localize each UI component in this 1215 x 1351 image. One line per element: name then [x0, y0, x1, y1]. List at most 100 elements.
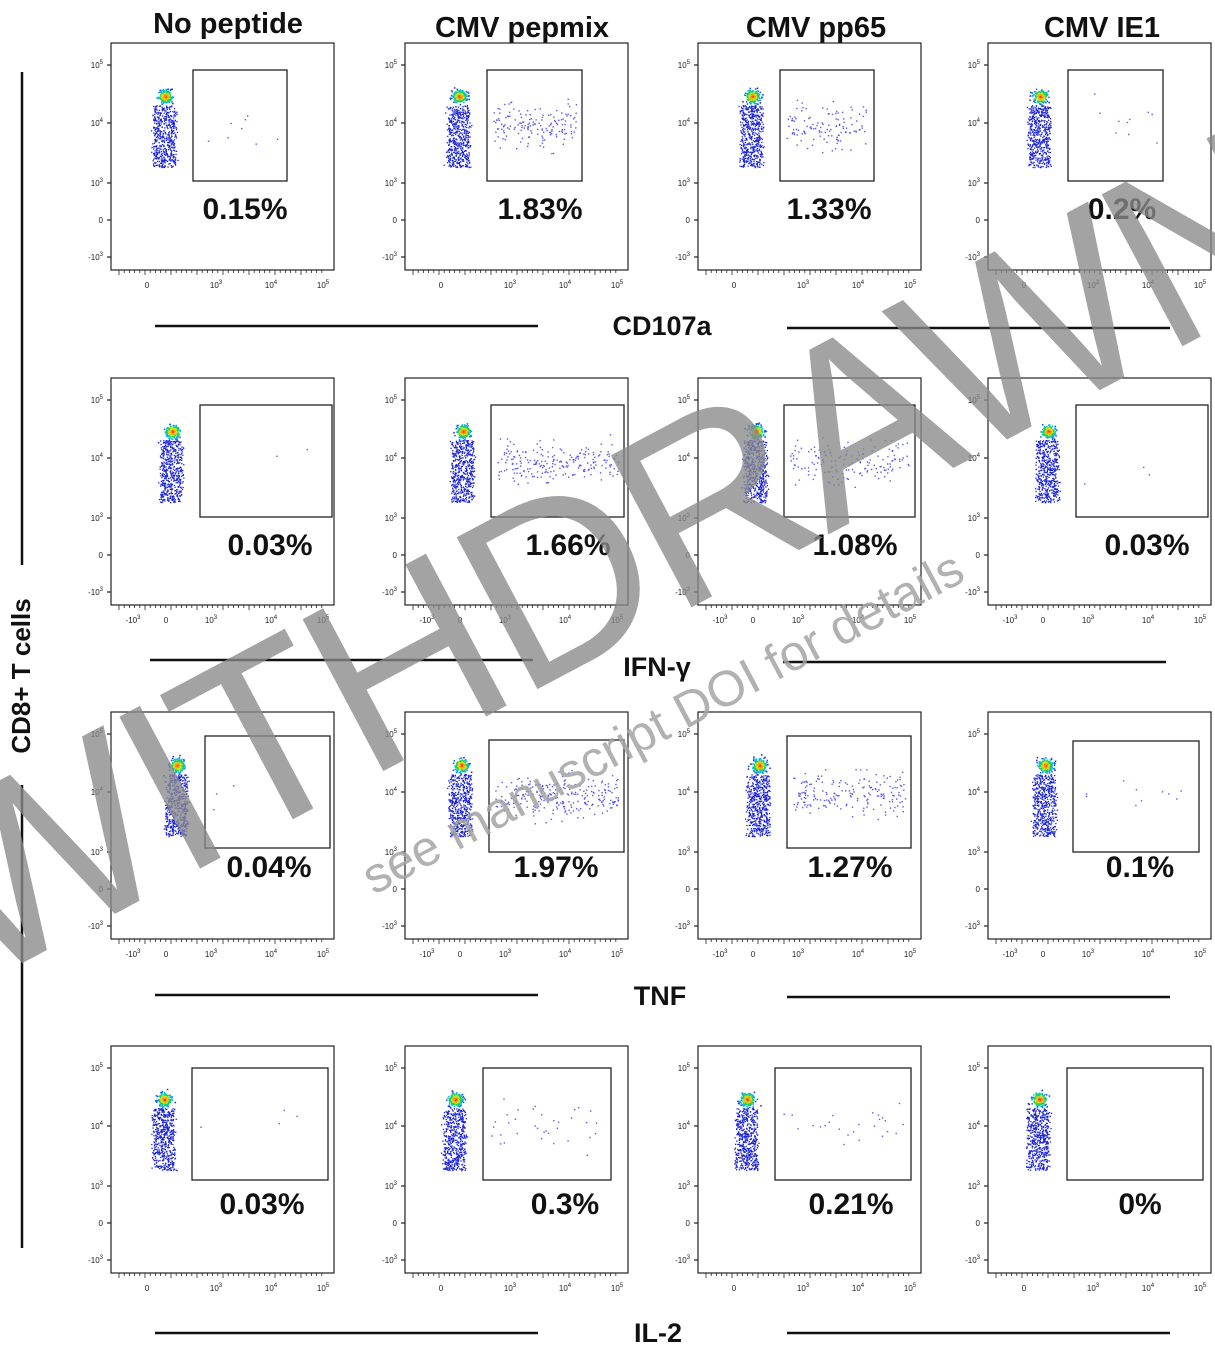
cell-dot: [745, 109, 748, 111]
cell-dot: [175, 112, 177, 114]
cell-dot: [158, 124, 160, 127]
cell-dot: [163, 140, 166, 142]
cell-dot: [175, 135, 177, 138]
cell-dot: [1038, 119, 1040, 122]
cell-dot: [452, 159, 454, 162]
gated-event-dot: [528, 136, 530, 138]
cell-dot: [158, 152, 161, 154]
cell-dot: [455, 132, 457, 134]
y-tick-label: -103: [88, 587, 104, 597]
cell-dot: [170, 146, 173, 148]
cell-dot: [452, 115, 454, 117]
cell-dot: [1037, 125, 1039, 127]
cell-dot: [162, 149, 164, 151]
cell-dot: [178, 449, 180, 451]
gated-event-dot: [555, 136, 558, 138]
cell-dot: [753, 154, 755, 157]
gated-event-dot: [859, 113, 861, 115]
cell-dot: [1041, 154, 1044, 157]
gated-event-dot: [525, 114, 527, 116]
cell-dot: [1048, 123, 1051, 126]
cell-dot: [457, 93, 459, 95]
y-tick-label: 0: [393, 216, 398, 225]
cell-dot: [1037, 108, 1040, 110]
cell-dot: [463, 99, 465, 101]
cell-dot: [761, 106, 763, 108]
cell-dot: [169, 467, 171, 469]
cell-dot: [161, 100, 163, 103]
cell-dot: [451, 91, 454, 93]
gated-event-dot: [550, 113, 552, 116]
cell-dot: [759, 162, 761, 164]
cell-dot: [168, 451, 170, 454]
cell-dot: [758, 150, 760, 152]
cell-dot: [750, 103, 752, 105]
cell-dot: [162, 99, 164, 102]
cell-dot: [1048, 151, 1050, 154]
cell-dot: [454, 101, 457, 103]
cell-dot: [161, 136, 163, 138]
cell-dot: [167, 489, 169, 491]
cell-dot: [162, 135, 164, 137]
cell-dot: [458, 92, 461, 94]
cell-dot: [458, 142, 460, 144]
cell-dot: [1042, 161, 1044, 163]
cell-dot: [449, 121, 451, 123]
cell-dot: [467, 108, 469, 110]
cell-dot: [757, 152, 759, 154]
cell-dot: [451, 140, 453, 142]
cell-dot: [1044, 130, 1047, 132]
cell-dot: [161, 121, 163, 123]
cell-dot: [179, 459, 181, 461]
cell-dot: [461, 151, 463, 154]
cell-dot: [454, 142, 456, 144]
cell-dot: [1049, 107, 1051, 109]
cell-dot: [166, 454, 168, 456]
cell-dot: [471, 124, 473, 127]
cell-dot: [164, 153, 166, 156]
cell-dot: [162, 139, 164, 141]
x-tick-base: 10: [559, 281, 568, 290]
cell-dot: [468, 127, 470, 129]
cell-dot: [462, 153, 465, 155]
cell-dot: [461, 142, 463, 145]
cell-dot: [1043, 121, 1046, 123]
cell-dot: [452, 162, 454, 164]
cell-dot: [176, 479, 178, 482]
cell-dot: [167, 443, 169, 446]
cell-dot: [180, 441, 182, 443]
cell-dot: [746, 97, 748, 99]
cell-dot: [752, 120, 754, 123]
cell-dot: [454, 149, 456, 151]
cell-dot: [757, 122, 759, 124]
cell-dot: [747, 111, 750, 113]
cell-dot: [467, 160, 469, 162]
cell-dot: [466, 161, 468, 163]
cell-dot: [742, 115, 744, 117]
gated-event-dot: [832, 100, 834, 103]
gated-event-dot: [497, 128, 500, 130]
gated-event-dot: [521, 126, 523, 129]
cell-dot: [458, 117, 460, 120]
cell-dot: [761, 121, 763, 123]
cell-dot: [157, 125, 159, 127]
gated-event-dot: [558, 130, 561, 133]
y-tick-exponent: 5: [100, 60, 104, 66]
cell-dot: [159, 133, 161, 135]
gated-event-dot: [828, 130, 831, 133]
cell-dot: [448, 144, 450, 146]
cell-dot: [169, 163, 171, 165]
cell-dot: [1031, 106, 1033, 108]
cell-dot: [170, 133, 172, 135]
gated-event-dot: [520, 116, 523, 119]
cell-dot: [169, 485, 172, 487]
cell-dot: [159, 132, 161, 134]
cell-dot: [460, 91, 462, 94]
cell-dot: [161, 155, 164, 157]
cell-dot: [458, 126, 460, 128]
cell-dot: [462, 152, 464, 154]
cell-dot: [760, 118, 762, 120]
cell-dot: [160, 118, 162, 120]
cell-dot: [742, 128, 744, 131]
cell-dot: [461, 113, 463, 115]
